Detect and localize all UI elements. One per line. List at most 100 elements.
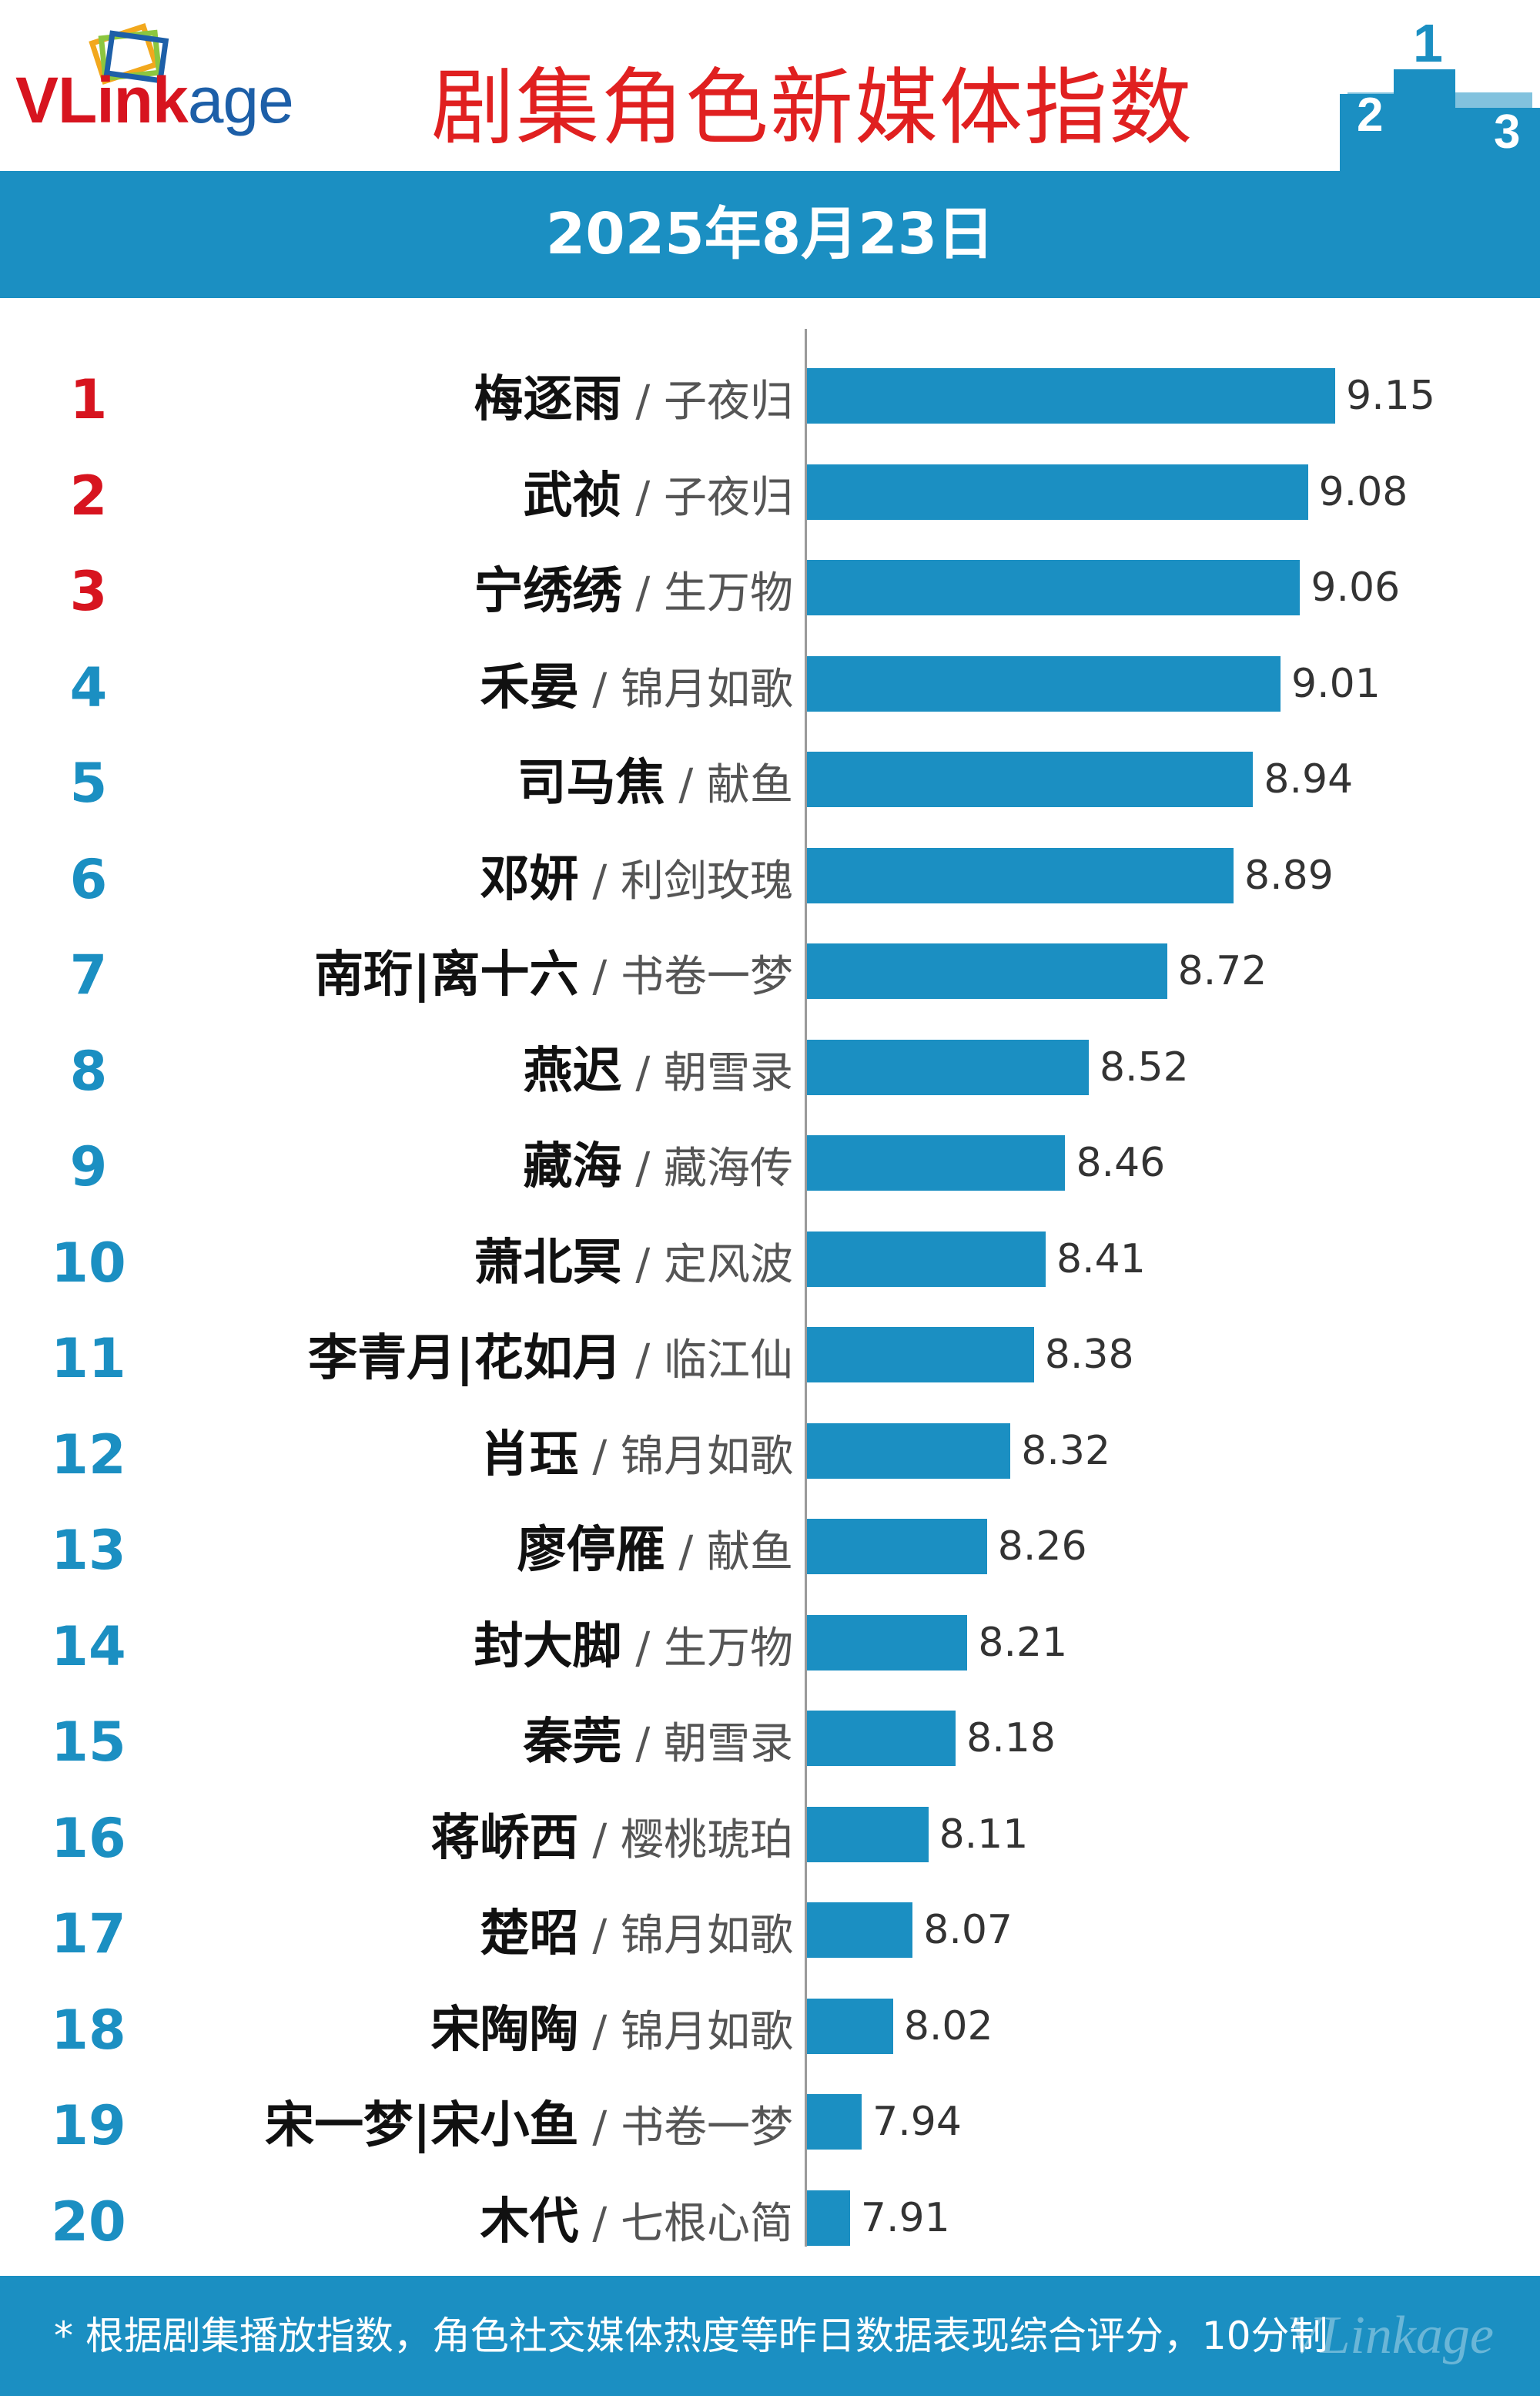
data-label: 8.46 — [1076, 1140, 1166, 1186]
chart-row: 19 宋一梦|宋小鱼 / 书卷一梦 7.94 — [0, 2078, 1540, 2173]
data-label: 8.26 — [997, 1523, 1087, 1570]
data-label: 9.15 — [1346, 373, 1435, 419]
drama-title: / 生万物 — [621, 568, 793, 618]
rank-number: 11 — [51, 1327, 126, 1390]
data-label: 7.91 — [860, 2194, 950, 2241]
logo-suffix: age — [187, 64, 294, 136]
category-label: 李青月|花如月 / 临江仙 — [308, 1323, 793, 1406]
date-label: 2025年8月23日 — [545, 201, 995, 267]
rank-number: 15 — [51, 1711, 126, 1774]
chart-row: 18 宋陶陶 / 锦月如歌 8.02 — [0, 1982, 1540, 2078]
data-bar — [807, 1711, 956, 1766]
data-label: 8.32 — [1021, 1427, 1111, 1474]
rank-number: 12 — [51, 1423, 126, 1486]
chart-row: 16 蒋峤西 / 樱桃琥珀 8.11 — [0, 1791, 1540, 1886]
drama-title: / 书卷一梦 — [578, 952, 793, 1002]
chart-row: 9 藏海 / 藏海传 8.46 — [0, 1119, 1540, 1215]
data-bar — [807, 655, 1281, 712]
page-title: 剧集角色新媒体指数 — [431, 60, 1194, 156]
data-bar — [807, 752, 1254, 807]
drama-title: / 锦月如歌 — [578, 1431, 793, 1482]
chart-row: 7 南珩|离十六 / 书卷一梦 8.72 — [0, 927, 1540, 1023]
drama-title: / 朝雪录 — [621, 1047, 793, 1098]
category-label: 燕迟 / 朝雪录 — [524, 1036, 793, 1119]
category-label: 蒋峤西 / 樱桃琥珀 — [431, 1803, 793, 1886]
data-label: 8.02 — [903, 2002, 993, 2049]
category-label: 肖珏 / 锦月如歌 — [480, 1419, 793, 1503]
rank-number: 1 — [69, 368, 108, 431]
drama-title: / 七根心简 — [578, 2198, 793, 2249]
chart-row: 8 燕迟 / 朝雪录 8.52 — [0, 1024, 1540, 1119]
rank-number: 9 — [69, 1135, 108, 1198]
character-name: 燕迟 — [523, 1042, 622, 1100]
data-label: 8.18 — [966, 1715, 1056, 1761]
footer-note: * 根据剧集播放指数，角色社交媒体热度等昨日数据表现综合评分，10分制 — [54, 2314, 1328, 2358]
rank-number: 10 — [51, 1231, 126, 1295]
drama-title: / 朝雪录 — [621, 1719, 793, 1769]
rank-number: 4 — [69, 655, 108, 719]
data-bar — [807, 1519, 987, 1574]
character-name: 禾晏 — [480, 658, 579, 716]
character-name: 廖停雁 — [517, 1522, 665, 1579]
data-label: 9.06 — [1311, 565, 1401, 611]
data-label: 8.41 — [1056, 1235, 1146, 1282]
logo-cards-icon — [89, 23, 169, 85]
data-label: 9.01 — [1291, 660, 1381, 707]
data-bar — [807, 1231, 1046, 1287]
logo-prefix: V — [15, 64, 59, 136]
rank-number: 7 — [69, 943, 108, 1007]
chart-row: 17 楚昭 / 锦月如歌 8.07 — [0, 1886, 1540, 1982]
chart-row: 20 木代 / 七根心简 7.91 — [0, 2174, 1540, 2270]
drama-title: / 子夜归 — [621, 472, 793, 523]
category-label: 萧北冥 / 定风波 — [474, 1228, 793, 1311]
category-label: 司马焦 / 献鱼 — [517, 748, 793, 831]
category-label: 邓妍 / 利剑玫瑰 — [480, 844, 793, 927]
data-bar — [807, 1039, 1089, 1095]
character-name: 宁绣绣 — [474, 563, 622, 620]
drama-title: / 藏海传 — [621, 1144, 793, 1194]
chart-row: 13 廖停雁 / 献鱼 8.26 — [0, 1503, 1540, 1598]
chart-row: 2 武祯 / 子夜归 9.08 — [0, 448, 1540, 544]
chart-row: 6 邓妍 / 利剑玫瑰 8.89 — [0, 832, 1540, 927]
podium-digit-3: 3 — [1494, 106, 1520, 159]
drama-title: / 子夜归 — [621, 377, 793, 427]
data-bar — [807, 847, 1234, 903]
data-bar — [807, 1327, 1034, 1382]
rank-number: 17 — [51, 1902, 126, 1965]
category-label: 南珩|离十六 / 书卷一梦 — [314, 940, 793, 1023]
character-name: 封大脚 — [474, 1617, 622, 1675]
drama-title: / 锦月如歌 — [578, 1911, 793, 1961]
rank-number: 18 — [51, 1998, 126, 2062]
chart-row: 10 萧北冥 / 定风波 8.41 — [0, 1215, 1540, 1311]
data-label: 8.72 — [1177, 948, 1267, 994]
footer: * 根据剧集播放指数，角色社交媒体热度等昨日数据表现综合评分，10分制 VLin… — [0, 2276, 1540, 2396]
data-bar — [807, 368, 1336, 424]
data-label: 8.11 — [939, 1811, 1029, 1858]
data-label: 9.08 — [1318, 468, 1408, 515]
podium-digit-1: 1 — [1413, 23, 1443, 73]
drama-title: / 樱桃琥珀 — [578, 1815, 793, 1865]
chart-row: 15 秦莞 / 朝雪录 8.18 — [0, 1694, 1540, 1790]
data-bar — [807, 464, 1308, 520]
rank-number: 20 — [51, 2190, 126, 2254]
watermark: VLinkage — [1287, 2306, 1494, 2365]
data-bar — [807, 1998, 893, 2054]
character-name: 南珩|离十六 — [314, 947, 579, 1004]
category-label: 武祯 / 子夜归 — [524, 461, 793, 544]
drama-title: / 献鱼 — [665, 760, 793, 810]
category-label: 梅逐雨 / 子夜归 — [474, 364, 793, 447]
chart-axis-line — [805, 329, 807, 2247]
data-bar — [807, 1614, 968, 1670]
character-name: 秦莞 — [523, 1714, 622, 1771]
chart-row: 14 封大脚 / 生万物 8.21 — [0, 1599, 1540, 1694]
drama-title: / 生万物 — [621, 1623, 793, 1674]
data-label: 8.52 — [1099, 1044, 1189, 1091]
data-bar — [807, 943, 1167, 999]
data-bar — [807, 1806, 929, 1862]
data-bar — [807, 1135, 1066, 1191]
data-bar — [807, 1902, 913, 1958]
character-name: 木代 — [480, 2193, 579, 2250]
category-label: 楚昭 / 锦月如歌 — [480, 1898, 793, 1982]
date-banner: 2025年8月23日 — [0, 171, 1540, 298]
chart-row: 4 禾晏 / 锦月如歌 9.01 — [0, 640, 1540, 736]
